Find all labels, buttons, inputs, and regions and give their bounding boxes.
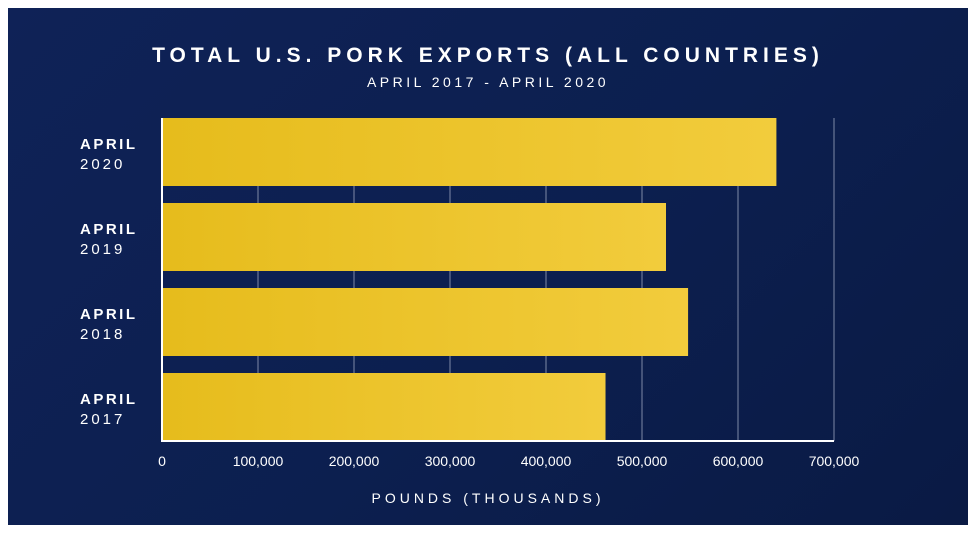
x-tick-label-1: 100,000 [233,453,284,469]
x-tick-label-2: 200,000 [329,453,380,469]
bars [162,118,777,441]
x-tick-label-6: 600,000 [713,453,764,469]
chart-title: TOTAL U.S. PORK EXPORTS (ALL COUNTRIES) [152,44,824,67]
category-month-2019: APRIL [80,221,138,238]
category-labels: APRIL 2020 APRIL 2019 APRIL 2018 APRIL 2017 [80,136,138,428]
category-year-2020: 2020 [80,156,125,173]
bar-2020 [162,118,777,186]
x-tick-label-5: 500,000 [617,453,668,469]
category-month-2017: APRIL [80,391,138,408]
x-tick-label-7: 700,000 [809,453,860,469]
bar-chart: 0 100,000 200,000 300,000 400,000 500,000 600,… [80,118,860,469]
bar-2018 [162,288,689,356]
x-tick-label-3: 300,000 [425,453,476,469]
x-axis-title: POUNDS (THOUSANDS) [371,490,605,506]
chart-canvas: TOTAL U.S. PORK EXPORTS (ALL COUNTRIES) … [8,8,968,525]
category-year-2018: 2018 [80,326,125,343]
x-axis: 0 100,000 200,000 300,000 400,000 500,000 600,… [158,118,860,469]
category-month-2020: APRIL [80,136,138,153]
x-tick-label-4: 400,000 [521,453,572,469]
chart-subtitle: APRIL 2017 - APRIL 2020 [366,74,610,90]
category-month-2018: APRIL [80,306,138,323]
bar-2017 [162,373,606,441]
category-year-2019: 2019 [80,241,125,258]
x-tick-label-0: 0 [158,453,166,469]
bar-2019 [162,203,666,271]
category-year-2017: 2017 [80,411,125,428]
